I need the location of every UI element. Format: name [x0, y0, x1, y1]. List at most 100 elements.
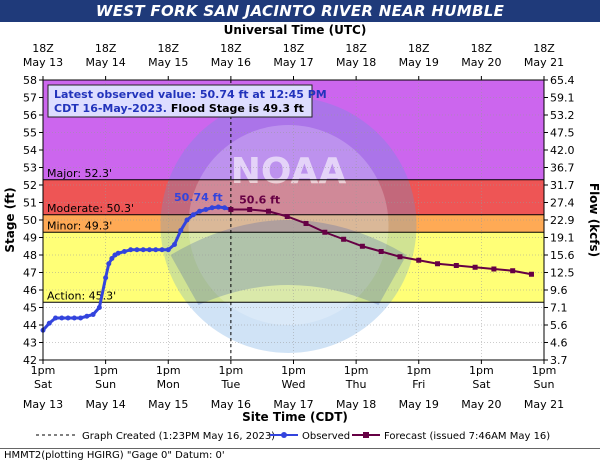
forecast-point: [284, 214, 290, 219]
info-box-background: [47, 84, 313, 118]
bottom-tick-day: Sun: [534, 378, 555, 391]
y-tick-label: 54: [23, 144, 37, 157]
bottom-tick-time: 1pm: [532, 364, 557, 377]
observed-point: [140, 247, 146, 253]
y-tick-label: 43: [23, 337, 37, 350]
y-tick-label: 48: [23, 249, 37, 262]
forecast-point: [265, 208, 271, 214]
observed-point: [90, 312, 96, 317]
y-tick-label: 44: [23, 319, 37, 332]
observed-point: [115, 250, 121, 256]
flow-tick-label: 15.6: [550, 249, 575, 262]
info-box-line2a: CDT 16-May-2023.: [54, 102, 167, 115]
bottom-tick-day: Sun: [95, 378, 116, 391]
axis-ticks: 42 3.7 43 4.6 44 5.6 45 7.1 46 9.6 47 12.5 48 15.6 49 1…: [23, 42, 575, 411]
top-tick-date: May 15: [148, 56, 188, 69]
y-tick-label: 57: [23, 92, 37, 105]
legend-created-label: Graph Created (1:23PM May 16, 2023): [82, 431, 275, 442]
right-axis-title: Flow (kcfs): [587, 183, 600, 257]
bottom-tick-day: Thu: [345, 378, 367, 391]
flow-tick-label: 22.9: [550, 214, 575, 227]
svg-text:CDT 16-May-2023. Flood Stage i: CDT 16-May-2023. Flood Stage is 49.3 ft: [54, 102, 304, 115]
top-tick-date: May 14: [86, 56, 126, 69]
observed-point: [96, 305, 102, 310]
observed-point: [134, 247, 140, 253]
forecast-point: [472, 264, 478, 270]
flow-tick-label: 36.7: [550, 162, 575, 175]
watermark-circle: [160, 97, 417, 353]
bottom-tick-date: May 18: [336, 398, 376, 411]
observed-peak-label: 50.74 ft: [174, 191, 223, 204]
info-box-line1: Latest observed value: 50.74 ft at 12:45…: [54, 88, 327, 101]
flow-tick-label: 42.0: [550, 144, 575, 157]
top-tick-date: May 16: [211, 56, 251, 69]
observed-point: [222, 205, 228, 211]
observed-point: [53, 315, 59, 321]
bottom-tick-time: 1pm: [219, 364, 244, 377]
bottom-tick-time: 1pm: [406, 364, 431, 377]
forecast-point: [435, 261, 441, 267]
forecast-point: [491, 266, 497, 272]
observed-point: [109, 256, 115, 261]
forecast-point: [303, 221, 309, 226]
top-tick-label: 18Z: [408, 42, 430, 55]
info-box-line2b: Flood Stage is 49.3 ft: [167, 102, 304, 115]
top-tick-label: 18Z: [157, 42, 179, 55]
y-tick-label: 50: [23, 214, 37, 227]
top-tick-date: May 19: [399, 56, 439, 69]
top-tick-label: 18Z: [533, 42, 555, 55]
observed-point: [178, 228, 184, 233]
bottom-tick-time: 1pm: [281, 364, 306, 377]
forecast-point: [416, 257, 422, 263]
forecast-point: [247, 207, 253, 212]
y-tick-label: 47: [23, 267, 37, 280]
flow-tick-label: 59.1: [550, 92, 575, 105]
top-tick-label: 18Z: [283, 42, 305, 55]
bottom-tick-date: May 20: [461, 398, 501, 411]
watermark-text: NOAA: [231, 151, 347, 192]
y-tick-label: 52: [23, 179, 37, 192]
bottom-tick-time: 1pm: [93, 364, 118, 377]
observed-point: [121, 249, 127, 254]
left-axis-title: Stage (ft): [3, 187, 17, 252]
bottom-tick-date: May 15: [148, 398, 188, 411]
forecast-point: [510, 268, 516, 274]
forecast-point: [453, 263, 459, 268]
flow-tick-label: 65.4: [550, 74, 575, 87]
flow-tick-label: 9.6: [550, 284, 568, 297]
y-tick-label: 49: [23, 232, 37, 245]
flow-tick-label: 19.1: [550, 232, 575, 245]
flow-tick-label: 5.6: [550, 319, 568, 332]
observed-point: [71, 315, 77, 321]
observed-point: [172, 242, 178, 247]
observed-point: [215, 204, 221, 210]
band-label-major: Major: 52.3': [47, 167, 112, 180]
bottom-tick-day: Sat: [34, 378, 53, 391]
y-tick-label: 56: [23, 109, 37, 122]
bottom-axis-title: Site Time (CDT): [242, 410, 348, 424]
top-tick-date: May 17: [273, 56, 313, 69]
bottom-tick-date: May 21: [524, 398, 564, 411]
forecast-point: [378, 249, 384, 254]
band-label-action: Action: 45.3': [47, 289, 116, 302]
forecast-point: [341, 236, 347, 242]
y-tick-label: 53: [23, 162, 37, 175]
top-tick-label: 18Z: [95, 42, 117, 55]
bottom-tick-date: May 13: [23, 398, 63, 411]
bottom-tick-date: May 17: [273, 398, 313, 411]
observed-point: [65, 315, 71, 321]
legend-forecast-marker: [363, 432, 369, 438]
bottom-tick-day: Tue: [220, 378, 240, 391]
y-tick-label: 46: [23, 284, 37, 297]
top-tick-label: 18Z: [220, 42, 242, 55]
bottom-tick-day: Wed: [282, 378, 306, 391]
y-tick-label: 55: [23, 127, 37, 140]
bottom-tick-time: 1pm: [156, 364, 181, 377]
flow-tick-label: 47.5: [550, 127, 575, 140]
observed-point: [106, 261, 112, 267]
bottom-tick-time: 1pm: [469, 364, 494, 377]
latest-value-box: Latest observed value: 50.74 ft at 12:45…: [47, 84, 327, 118]
legend-observed-label: Observed: [302, 431, 350, 442]
observed-point: [146, 247, 152, 253]
